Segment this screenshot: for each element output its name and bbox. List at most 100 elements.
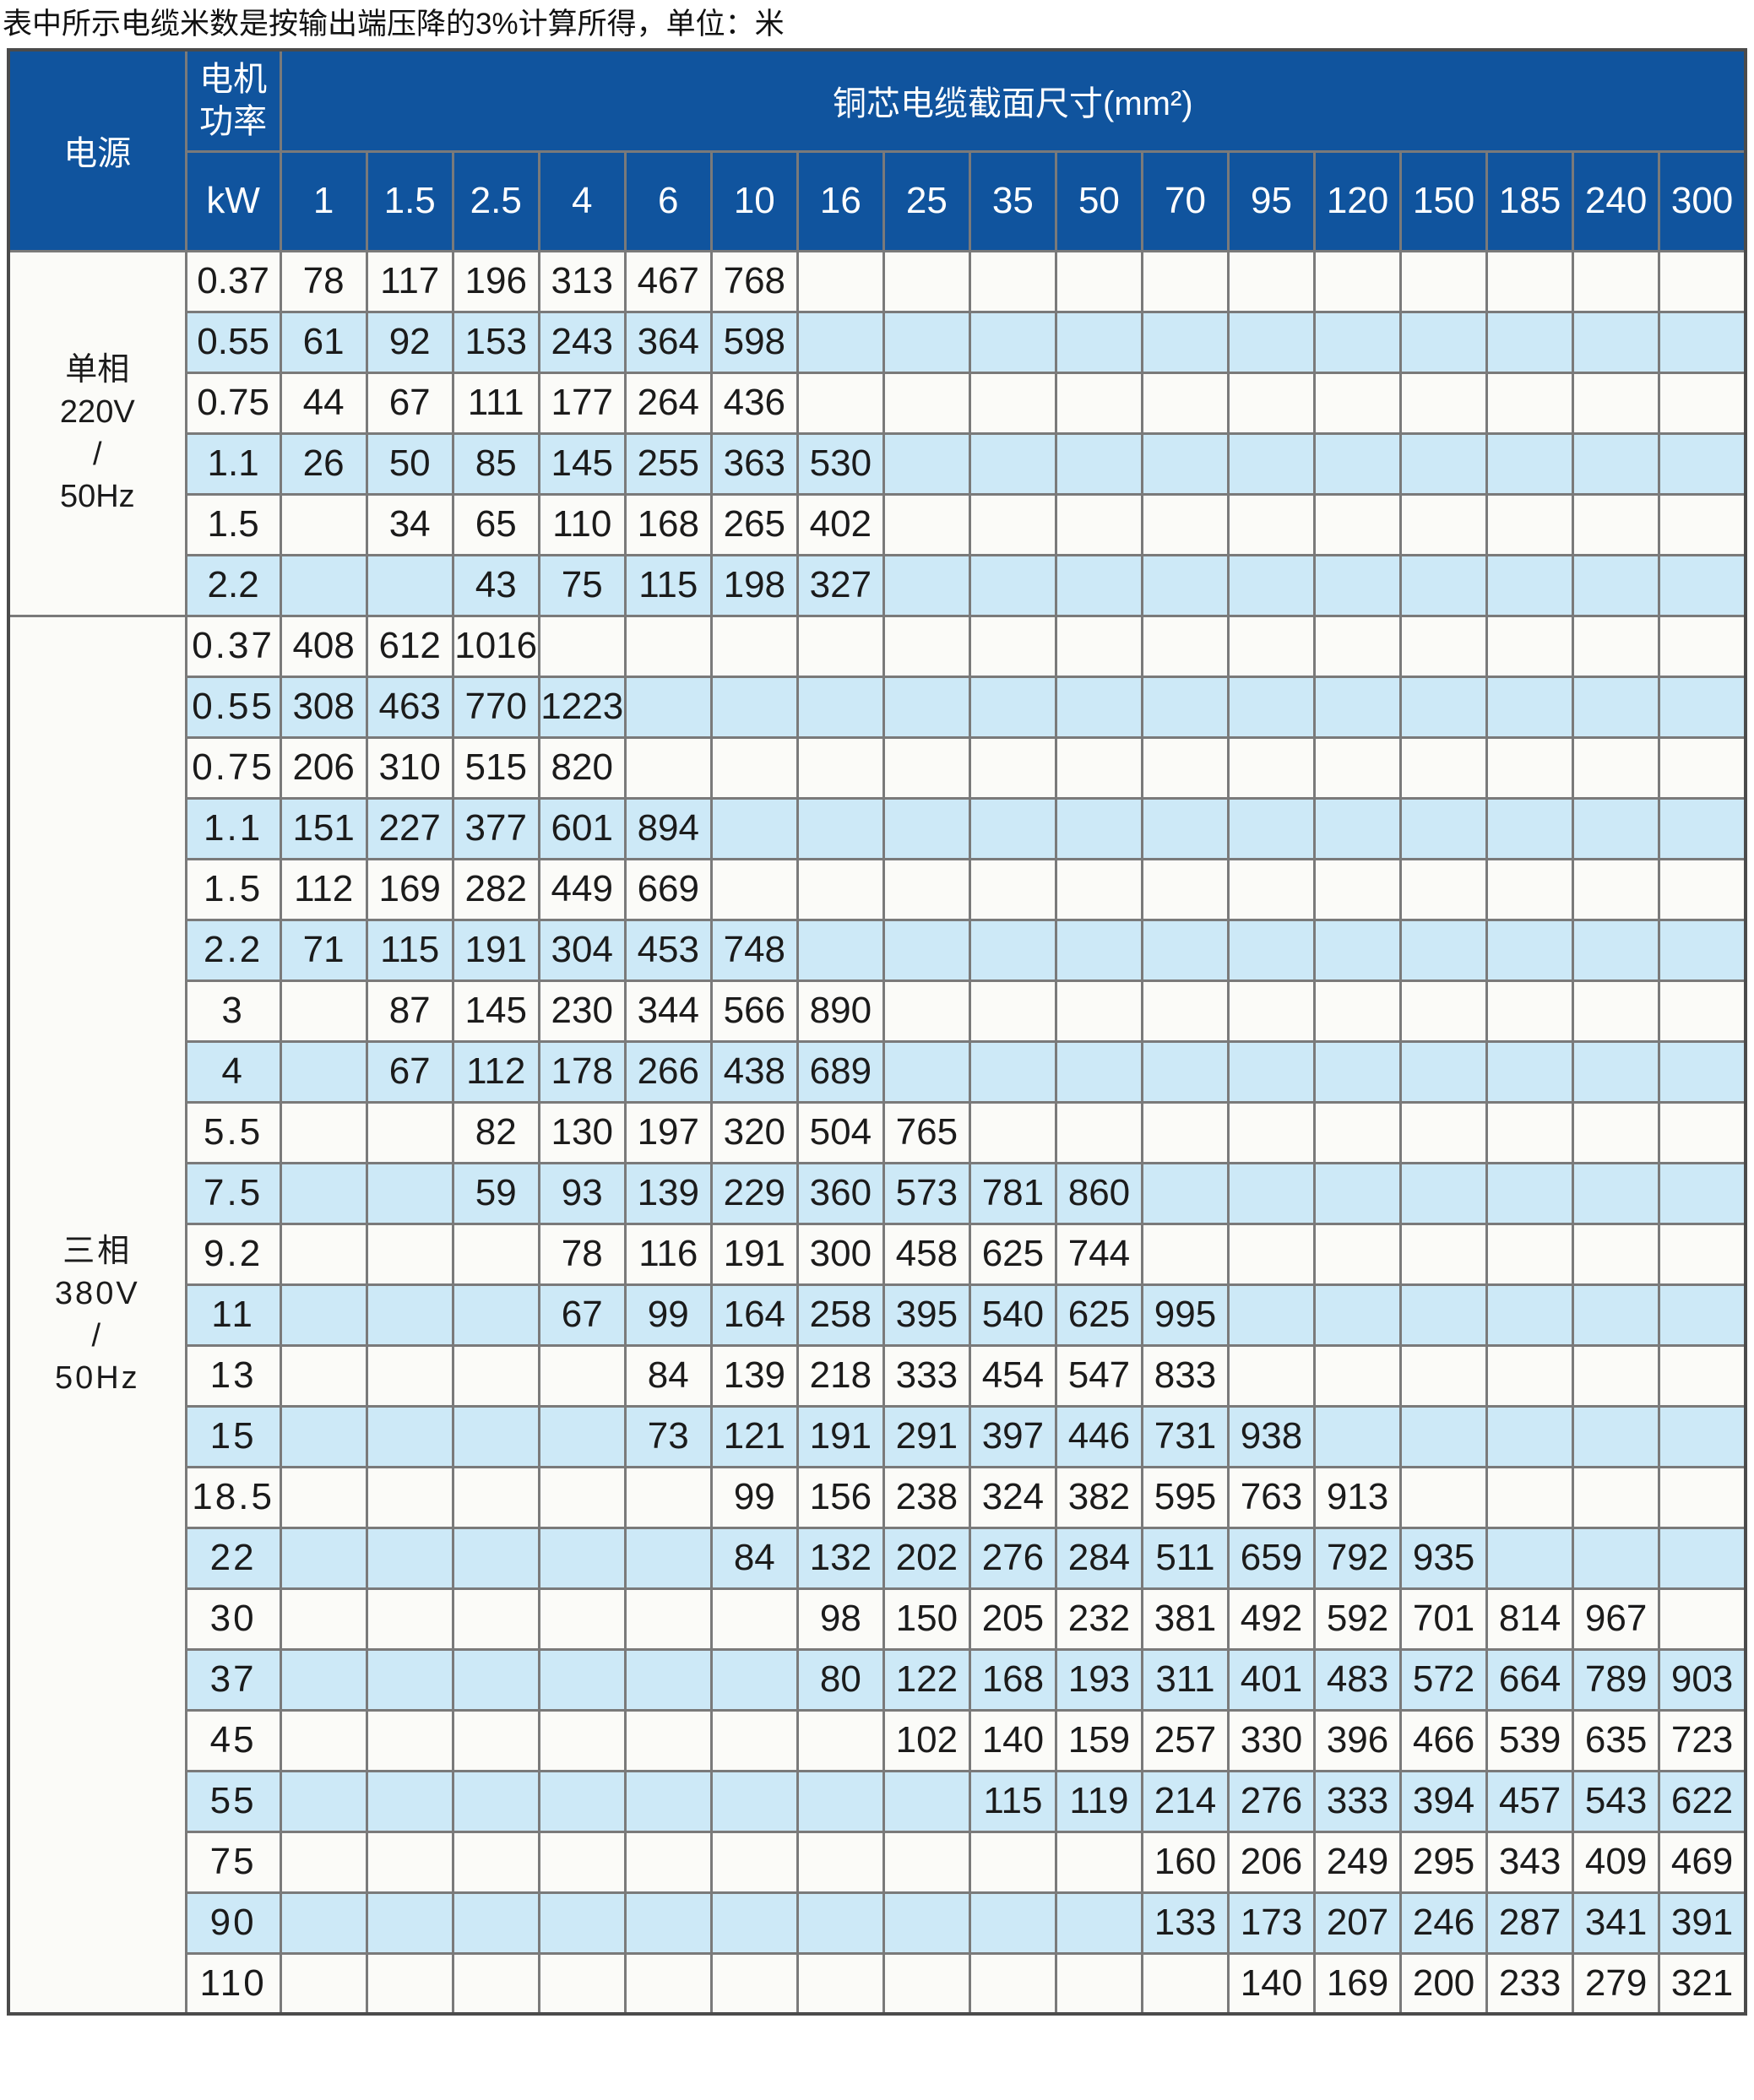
cable-length-cell [1485, 979, 1575, 1043]
cable-length-cell [1140, 796, 1230, 860]
cable-length-cell: 770 [451, 675, 540, 739]
cable-length-cell: 295 [1399, 1830, 1489, 1894]
cable-length-cell [709, 1951, 799, 2016]
motor-power-unit-header: kW [184, 149, 282, 252]
cable-length-cell: 34 [365, 492, 454, 556]
size-column-header: 185 [1485, 149, 1575, 252]
cable-length-cell: 689 [796, 1039, 885, 1104]
cable-length-cell: 566 [709, 979, 799, 1043]
cable-length-cell [1399, 735, 1489, 800]
cable-length-cell: 99 [709, 1465, 799, 1529]
cable-length-cell [365, 1404, 454, 1468]
cable-length-cell [709, 796, 799, 860]
power-source-cell: 三相 380V / 50Hz [7, 614, 187, 2016]
cable-length-cell [1485, 249, 1575, 313]
cable-length-cell [1313, 675, 1403, 739]
motor-power-value: 22 [184, 1526, 282, 1590]
cable-length-cell [279, 1526, 368, 1590]
cable-length-cell [1054, 735, 1143, 800]
cable-length-cell: 102 [882, 1708, 971, 1772]
cable-length-cell: 466 [1399, 1708, 1489, 1772]
power-source-line: 380V [54, 1275, 140, 1311]
cable-length-cell: 80 [796, 1647, 885, 1712]
cable-length-cell: 402 [796, 492, 885, 556]
cable-length-cell [623, 1951, 713, 2016]
motor-power-value: 30 [184, 1587, 282, 1651]
cable-length-cell: 454 [968, 1343, 1057, 1408]
cable-length-cell [1313, 431, 1403, 496]
cable-length-cell [1226, 675, 1317, 739]
cable-length-cell [1572, 1161, 1661, 1225]
cable-length-cell [1399, 249, 1489, 313]
cable-length-cell [882, 675, 971, 739]
cable-length-cell [796, 614, 885, 678]
cable-length-cell [1485, 675, 1575, 739]
cable-length-cell [882, 918, 971, 982]
cable-length-cell: 333 [1313, 1769, 1403, 1833]
cable-length-cell [279, 1769, 368, 1833]
cable-length-cell: 279 [1572, 1951, 1661, 2016]
cable-length-cell [1054, 249, 1143, 313]
cable-length-cell [1485, 431, 1575, 496]
cable-length-cell [1572, 1283, 1661, 1347]
cable-length-cell: 408 [279, 614, 368, 678]
cable-length-cell: 145 [451, 979, 540, 1043]
cable-length-cell: 206 [279, 735, 368, 800]
motor-power-value: 15 [184, 1404, 282, 1468]
cable-length-cell [796, 371, 885, 435]
cable-length-cell: 765 [882, 1100, 971, 1164]
cable-length-cell [1658, 1161, 1747, 1225]
cable-length-cell [709, 614, 799, 678]
cable-length-cell [796, 1708, 885, 1772]
cable-length-cell [1399, 675, 1489, 739]
cable-length-cell [1140, 553, 1230, 617]
cable-length-cell [1572, 918, 1661, 982]
cable-length-cell [1140, 1161, 1230, 1225]
cable-length-cell: 156 [796, 1465, 885, 1529]
cable-length-cell [1399, 310, 1489, 374]
motor-power-value: 0.37 [184, 249, 282, 313]
cable-length-cell [1140, 1951, 1230, 2016]
cable-length-cell [1572, 1100, 1661, 1164]
cross-section-header: 铜芯电缆截面尺寸(mm²) [279, 48, 1747, 153]
cable-length-cell: 515 [451, 735, 540, 800]
cable-length-cell [1226, 1343, 1317, 1408]
cable-length-cell [1399, 371, 1489, 435]
cable-length-cell [968, 979, 1057, 1043]
cable-length-cell: 744 [1054, 1222, 1143, 1286]
cable-length-cell [968, 1830, 1057, 1894]
cable-length-cell [1658, 553, 1747, 617]
cable-length-cell [1313, 492, 1403, 556]
cable-length-cell: 731 [1140, 1404, 1230, 1468]
cable-length-cell: 276 [1226, 1769, 1317, 1833]
cable-length-cell: 324 [968, 1465, 1057, 1529]
size-column-header: 2.5 [451, 149, 540, 252]
cable-length-cell: 397 [968, 1404, 1057, 1468]
cable-length-cell [968, 1039, 1057, 1104]
table-row: 55 115 119 214 276 333 394 457 543 622 [8, 1769, 1747, 1833]
motor-power-value: 110 [184, 1951, 282, 2016]
cable-length-cell [1054, 492, 1143, 556]
cable-length-cell [1658, 796, 1747, 860]
cable-length-cell [968, 249, 1057, 313]
cable-length-cell [1572, 310, 1661, 374]
cable-length-cell [1485, 1039, 1575, 1104]
cable-length-cell [1140, 1222, 1230, 1286]
cable-length-cell [968, 675, 1057, 739]
cable-length-cell [451, 1283, 540, 1347]
cable-length-cell: 890 [796, 979, 885, 1043]
cable-length-cell: 193 [1054, 1647, 1143, 1712]
cable-length-cell [451, 1708, 540, 1772]
cable-length-cell [1054, 310, 1143, 374]
cable-length-cell [451, 1404, 540, 1468]
cable-length-cell [1658, 1343, 1747, 1408]
cable-length-cell [1485, 1283, 1575, 1347]
cable-length-cell [1485, 1161, 1575, 1225]
cable-length-cell [1140, 675, 1230, 739]
cable-length-cell [1313, 1222, 1403, 1286]
cable-length-cell [1140, 1039, 1230, 1104]
motor-power-value: 1.5 [184, 857, 282, 921]
table-row: 单相 220V / 50Hz 0.37 78 117 196 313 467 768 [7, 249, 1747, 617]
cable-length-cell [365, 1465, 454, 1529]
cable-length-cell [709, 1769, 799, 1833]
